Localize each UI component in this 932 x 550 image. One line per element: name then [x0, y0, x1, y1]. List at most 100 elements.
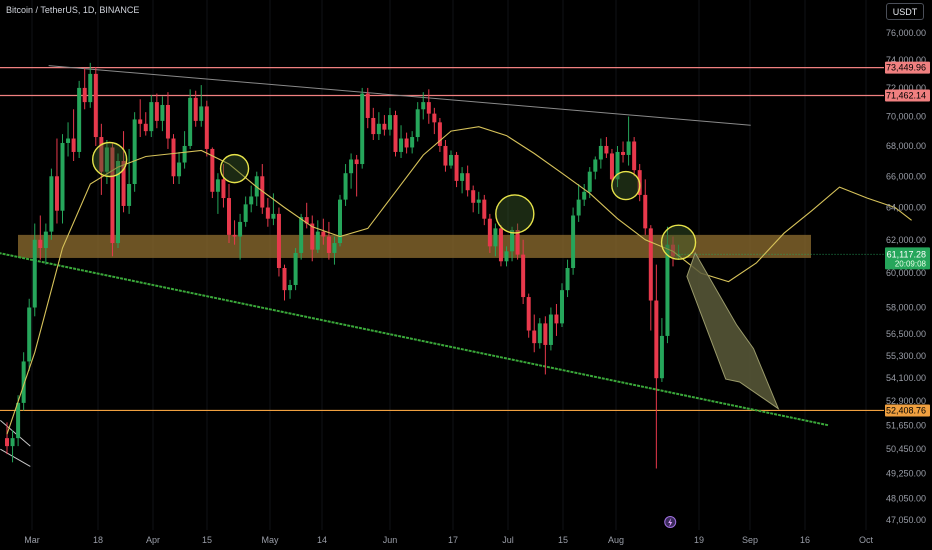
price-tick-label: 58,000.00	[886, 303, 926, 313]
time-tick-label: Mar	[24, 535, 40, 545]
candle-up	[293, 252, 298, 285]
price-tick-label: 51,650.00	[886, 420, 926, 430]
candle-up	[116, 161, 120, 244]
tradingview-logo-icon[interactable]	[664, 516, 677, 528]
time-tick-label: Sep	[742, 535, 758, 545]
candle-up	[249, 196, 254, 205]
time-tick-label: 15	[558, 535, 568, 545]
candle-up	[104, 147, 109, 172]
candle-up	[149, 102, 154, 132]
candle-down	[382, 123, 387, 130]
price-tick-label: 66,000.00	[886, 171, 926, 181]
grid	[31, 0, 867, 530]
candle-up	[659, 335, 664, 379]
candle-down	[110, 147, 115, 244]
currency-button[interactable]: USDT	[886, 3, 924, 20]
candle-down	[515, 229, 520, 255]
time-tick-label: May	[261, 535, 279, 545]
price-tick-label: 62,000.00	[886, 235, 926, 245]
candle-down	[604, 145, 609, 154]
symbol-title[interactable]: Bitcoin / TetherUS, 1D, BINANCE	[6, 5, 140, 15]
time-tick-label: 16	[800, 535, 810, 545]
candle-down	[371, 117, 376, 135]
resistance-price-label: 71,462.14	[886, 91, 926, 101]
candle-up	[288, 284, 293, 291]
candle-down	[654, 300, 659, 379]
horizontal-levels	[0, 67, 884, 412]
candle-up	[415, 109, 420, 138]
candle-down	[38, 239, 43, 248]
time-tick-label: 18	[93, 535, 103, 545]
candle-up	[476, 199, 481, 203]
candle-up	[510, 229, 515, 252]
small-channel-line	[0, 419, 31, 447]
candle-up	[376, 123, 381, 135]
candle-up	[349, 159, 354, 174]
candle-up	[493, 228, 498, 247]
price-tick-label: 54,100.00	[886, 373, 926, 383]
candle-up	[199, 106, 204, 121]
candle-up	[582, 191, 587, 200]
price-axis[interactable]: 76,000.00 74,000.00 72,000.00 70,000.00 68,0…	[886, 28, 926, 525]
zone-rect	[18, 234, 811, 258]
candle-up	[343, 173, 348, 200]
candle-up	[132, 119, 137, 185]
price-tick-label: 64,000.00	[886, 203, 926, 213]
candle-up	[49, 176, 54, 232]
highlight-circle	[660, 224, 697, 260]
candle-up	[626, 141, 631, 155]
candle-up	[565, 268, 570, 291]
candle-down	[365, 93, 370, 118]
candle-down	[227, 198, 231, 235]
price-tick-label: 74,000.00	[886, 55, 926, 65]
candle-down	[393, 115, 398, 152]
candle-up	[338, 199, 342, 244]
projection-arrow	[686, 251, 780, 411]
candle-up	[160, 104, 165, 121]
candle-up	[598, 145, 603, 160]
candle-down	[465, 173, 470, 191]
resistance-price-label-bg	[885, 61, 930, 74]
highlight-circle	[611, 170, 641, 201]
candle-down	[99, 137, 104, 172]
small-channel-line	[0, 448, 31, 467]
candle-down	[5, 438, 9, 447]
candle-down	[93, 73, 98, 138]
upper-trend-line	[48, 65, 751, 126]
time-tick-label: 14	[317, 535, 327, 545]
candle-up	[66, 138, 71, 143]
candle-up	[16, 402, 21, 439]
candle-down	[321, 231, 326, 237]
candle-up	[315, 231, 320, 250]
candle-up	[593, 159, 598, 172]
candle-up	[332, 243, 337, 253]
time-tick-label: 17	[448, 535, 458, 545]
candle-down	[671, 244, 675, 257]
candle-up	[576, 199, 581, 216]
candle-down	[265, 207, 270, 219]
candle-down	[71, 138, 76, 152]
highlight-circles	[91, 141, 697, 260]
last-price-label: 61,117.28	[887, 249, 926, 259]
last-price-bg	[885, 247, 930, 270]
candle-down	[82, 87, 87, 103]
price-tick-label: 68,000.00	[886, 141, 926, 151]
candle-down	[210, 148, 215, 192]
candle-up	[299, 217, 304, 253]
time-tick-label: 19	[694, 535, 704, 545]
support-price-label-bg	[885, 404, 930, 417]
candle-down	[204, 106, 209, 149]
candle-down	[498, 228, 503, 262]
candle-down	[526, 297, 531, 331]
candle-down	[154, 102, 159, 121]
candle-down	[193, 97, 198, 121]
time-tick-label: Apr	[146, 535, 160, 545]
candle-up	[88, 73, 93, 103]
candle-down	[165, 104, 170, 139]
resistance-price-label: 73,449.96	[886, 63, 926, 73]
price-tick-label: 60,000.00	[886, 268, 926, 278]
candle-down	[143, 123, 148, 132]
candle-up	[238, 221, 243, 237]
time-axis[interactable]: Mar 18 Apr 15 May 14 Jun 17 Jul 15 Aug 19 Sep 16 Oct	[24, 535, 873, 545]
